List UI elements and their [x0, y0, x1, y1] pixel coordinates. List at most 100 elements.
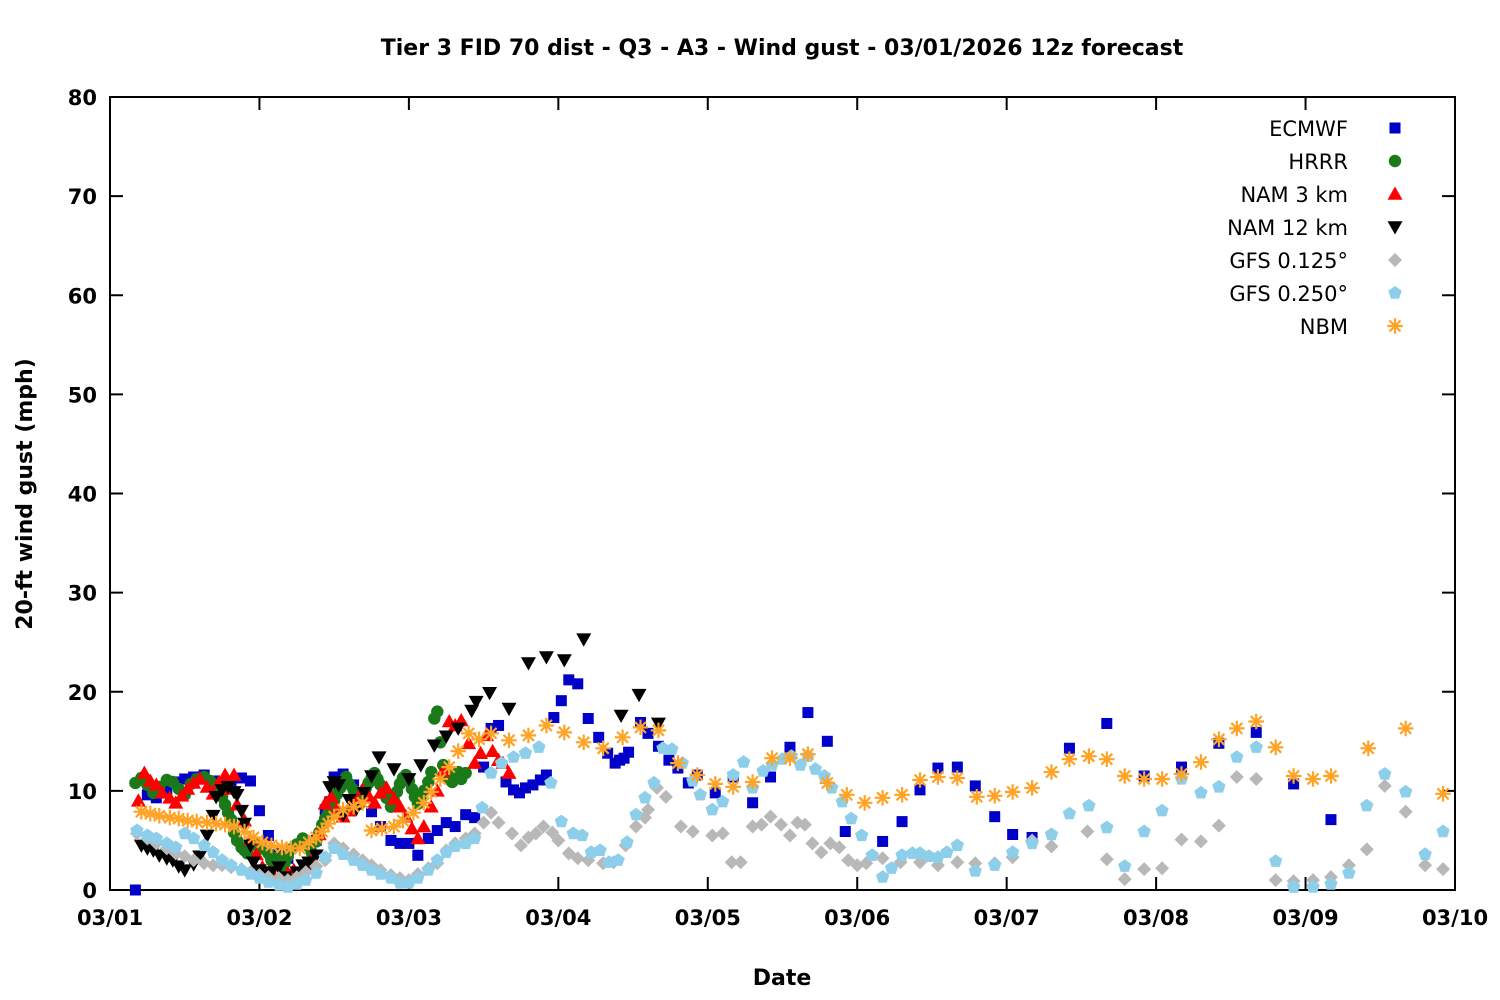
data-point-hrrr — [459, 766, 472, 780]
chart-title: Tier 3 FID 70 dist - Q3 - A3 - Wind gust… — [381, 36, 1184, 61]
data-point-gfs-0-250 — [737, 755, 751, 768]
data-point-gfs-0-125 — [950, 855, 965, 870]
data-point-nbm — [320, 815, 336, 832]
data-point-nam-3-km — [378, 780, 394, 794]
data-point-gfs-0-250 — [1025, 836, 1039, 850]
data-point-gfs-0-125 — [782, 828, 797, 843]
x-tick-label: 03/06 — [824, 906, 890, 930]
x-tick-label: 03/08 — [1123, 906, 1189, 930]
data-point-gfs-0-125 — [1436, 862, 1451, 877]
data-point-gfs-0-125 — [1268, 873, 1283, 888]
data-point-nbm — [423, 784, 440, 800]
data-point-gfs-0-125 — [673, 819, 688, 834]
data-point-gfs-0-250 — [1436, 824, 1450, 838]
data-point-gfs-0-250 — [726, 768, 740, 781]
data-point-gfs-0-250 — [448, 839, 462, 852]
data-point-ecmwf — [932, 762, 944, 774]
data-point-gfs-0-250 — [716, 794, 730, 808]
data-point-gfs-0-125 — [658, 789, 673, 804]
data-point-ecmwf — [582, 713, 594, 725]
data-point-nbm — [245, 829, 262, 846]
data-point-nbm — [170, 810, 187, 827]
data-point-gfs-0-125 — [1137, 862, 1152, 877]
data-point-gfs-0-250 — [1006, 845, 1020, 858]
data-point-nbm — [874, 790, 891, 806]
x-tick-label: 03/07 — [974, 906, 1040, 930]
data-point-nbm — [1267, 739, 1284, 756]
data-point-gfs-0-125 — [476, 815, 491, 830]
y-tick-label: 70 — [68, 185, 97, 209]
data-point-ecmwf — [385, 834, 397, 846]
data-point-gfs-0-250 — [629, 807, 643, 821]
data-point-gfs-0-250 — [931, 850, 945, 863]
data-point-gfs-0-125 — [724, 855, 739, 870]
data-point-nbm — [263, 837, 280, 854]
data-point-ecmwf — [236, 772, 248, 784]
data-point-ecmwf — [563, 674, 575, 686]
data-point-nam-12-km — [426, 739, 442, 753]
data-point-nam-3-km — [199, 779, 215, 793]
data-point-gfs-0-125 — [805, 836, 820, 851]
data-point-nbm — [1248, 713, 1264, 730]
data-point-nbm — [1173, 766, 1190, 782]
data-point-gfs-0-250 — [327, 841, 341, 854]
data-point-ecmwf — [914, 784, 926, 796]
data-point-gfs-0-125 — [1155, 861, 1170, 876]
data-point-ecmwf — [839, 826, 851, 838]
data-point-nam-3-km — [226, 767, 242, 781]
data-point-nbm — [1081, 748, 1097, 764]
data-point-nbm — [894, 787, 910, 803]
data-point-nbm — [912, 772, 928, 788]
data-point-gfs-0-250 — [756, 764, 770, 777]
data-point-ecmwf — [244, 775, 256, 787]
data-point-gfs-0-250 — [336, 847, 350, 860]
data-point-gfs-0-250 — [494, 756, 509, 769]
data-point-nbm — [689, 767, 706, 783]
data-point-nbm — [188, 813, 205, 830]
x-tick-label: 03/09 — [1272, 906, 1338, 930]
data-point-gfs-0-250 — [1212, 779, 1226, 793]
data-point-nbm — [405, 804, 422, 821]
data-point-nbm — [614, 729, 631, 746]
legend-label-hrrr: HRRR — [1288, 150, 1348, 174]
legend-marker-nam-12-km — [1387, 221, 1403, 235]
data-point-nam-3-km — [317, 796, 333, 810]
legend-marker-ecmwf — [1389, 122, 1401, 134]
data-point-gfs-0-125 — [1211, 818, 1226, 833]
data-point-nbm — [199, 814, 215, 831]
data-point-nbm — [1323, 768, 1339, 784]
data-point-ecmwf — [1325, 814, 1337, 826]
data-point-nbm — [483, 725, 499, 742]
data-point-gfs-0-125 — [1117, 872, 1132, 887]
data-point-nam-3-km — [148, 777, 164, 791]
data-point-nam-12-km — [576, 633, 592, 647]
data-point-gfs-0-125 — [491, 815, 506, 830]
data-point-gfs-0-250 — [1378, 767, 1392, 780]
data-point-nam-12-km — [438, 730, 454, 744]
data-point-gfs-0-125 — [1418, 858, 1433, 873]
data-point-nam-12-km — [229, 789, 245, 803]
data-point-gfs-0-250 — [421, 863, 435, 876]
data-point-ecmwf — [253, 805, 265, 817]
data-point-nbm — [1116, 768, 1133, 784]
data-point-nbm — [782, 750, 798, 766]
data-point-nam-3-km — [192, 771, 208, 785]
data-point-nam-3-km — [473, 745, 489, 760]
data-point-nam-3-km — [136, 765, 152, 779]
data-point-ecmwf — [1288, 778, 1300, 790]
data-point-gfs-0-250 — [808, 762, 822, 775]
data-point-nam-12-km — [271, 861, 287, 875]
data-point-ecmwf — [784, 741, 796, 753]
data-point-nbm — [856, 795, 873, 811]
data-point-nam-12-km — [208, 791, 224, 805]
legend-label-nam-12-km: NAM 12 km — [1227, 216, 1348, 240]
data-point-nbm — [133, 803, 150, 820]
legend-marker-nbm — [1387, 318, 1403, 334]
data-point-gfs-0-125 — [528, 826, 543, 841]
data-point-nbm — [1285, 768, 1302, 784]
data-point-nam-3-km — [501, 765, 517, 779]
y-tick-label: 60 — [68, 284, 97, 308]
data-point-gfs-0-250 — [1044, 827, 1059, 841]
